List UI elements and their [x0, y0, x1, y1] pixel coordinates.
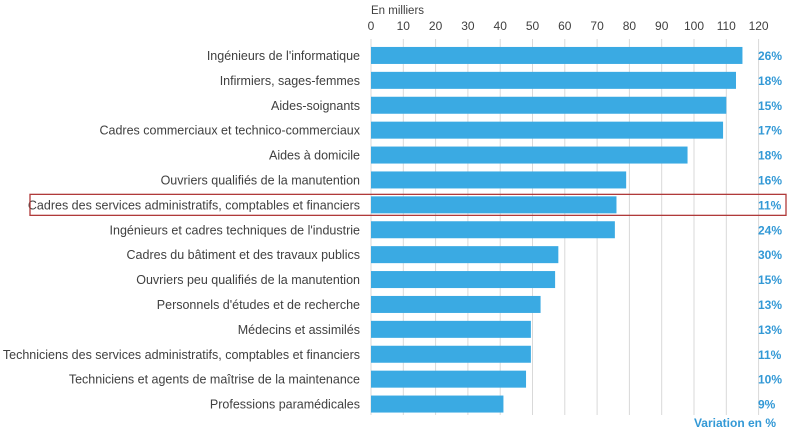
- bar: [371, 71, 736, 89]
- category-label: Ouvriers qualifiés de la manutention: [161, 173, 360, 187]
- category-label: Cadres commerciaux et technico-commercia…: [99, 124, 360, 138]
- bar: [371, 96, 727, 114]
- category-labels: Ingénieurs de l'informatique Infirmiers, …: [3, 49, 361, 412]
- bar: [371, 221, 615, 239]
- x-tick-label: 90: [655, 19, 669, 33]
- x-tick-label: 70: [590, 19, 604, 33]
- bar: [371, 121, 724, 139]
- bars: [371, 46, 743, 413]
- category-label: Professions paramédicales: [210, 398, 360, 412]
- variation-labels: 26% 18% 15% 17% 18% 16% 11% 24% 30% 15% 13% 13% 11% 1…: [758, 49, 782, 412]
- variation-label: 13%: [758, 323, 782, 337]
- variation-label: 11%: [758, 198, 782, 212]
- variation-label: 24%: [758, 223, 782, 237]
- category-label: Ingénieurs et cadres techniques de l'ind…: [110, 223, 361, 237]
- variation-label: 10%: [758, 373, 782, 387]
- bar: [371, 271, 556, 289]
- variation-label: 15%: [758, 273, 782, 287]
- category-label: Personnels d'études et de recherche: [157, 298, 360, 312]
- bar: [371, 246, 559, 264]
- bar: [371, 395, 504, 413]
- variation-label: 16%: [758, 173, 782, 187]
- bar: [371, 370, 527, 388]
- variation-label: 9%: [758, 398, 776, 412]
- variation-label: 26%: [758, 49, 782, 63]
- category-label: Cadres des services administratifs, comp…: [28, 198, 360, 212]
- bar: [371, 320, 531, 338]
- x-axis-ticks: 0 10 20 30 40 50 60 70 80 90 100 110 120: [368, 19, 769, 33]
- category-label: Ouvriers peu qualifiés de la manutention: [136, 273, 360, 287]
- x-tick-label: 100: [684, 19, 704, 33]
- category-label: Infirmiers, sages-femmes: [220, 74, 360, 88]
- bar: [371, 171, 627, 189]
- x-tick-label: 10: [397, 19, 411, 33]
- category-label: Ingénieurs de l'informatique: [207, 49, 360, 63]
- category-label: Techniciens et agents de maîtrise de la …: [69, 373, 360, 387]
- x-tick-label: 120: [749, 19, 769, 33]
- x-tick-label: 40: [494, 19, 508, 33]
- variation-label: 15%: [758, 99, 782, 113]
- x-tick-label: 60: [558, 19, 572, 33]
- variation-label: 30%: [758, 248, 782, 262]
- x-tick-label: 110: [717, 19, 736, 33]
- variation-label: 18%: [758, 149, 782, 163]
- x-tick-label: 20: [429, 19, 443, 33]
- category-label: Aides à domicile: [269, 149, 360, 163]
- bar: [371, 46, 743, 64]
- variation-label: 11%: [758, 348, 782, 362]
- bar: [371, 295, 541, 313]
- category-label: Médecins et assimilés: [238, 323, 360, 337]
- highlight-box: [29, 193, 787, 217]
- x-tick-label: 0: [368, 19, 375, 33]
- category-label: Techniciens des services administratifs,…: [3, 348, 360, 362]
- unit-label: En milliers: [371, 5, 424, 17]
- x-tick-label: 50: [526, 19, 540, 33]
- x-tick-label: 30: [461, 19, 475, 33]
- category-label: Aides-soignants: [271, 99, 360, 113]
- x-tick-label: 80: [623, 19, 637, 33]
- variation-label: 13%: [758, 298, 782, 312]
- bar: [371, 196, 617, 214]
- category-label: Cadres du bâtiment et des travaux public…: [127, 248, 360, 262]
- variation-label: 18%: [758, 74, 782, 88]
- variation-label: 17%: [758, 124, 782, 138]
- bar: [371, 146, 688, 164]
- bar: [371, 345, 531, 363]
- variation-footer-label: Variation en %: [694, 416, 776, 430]
